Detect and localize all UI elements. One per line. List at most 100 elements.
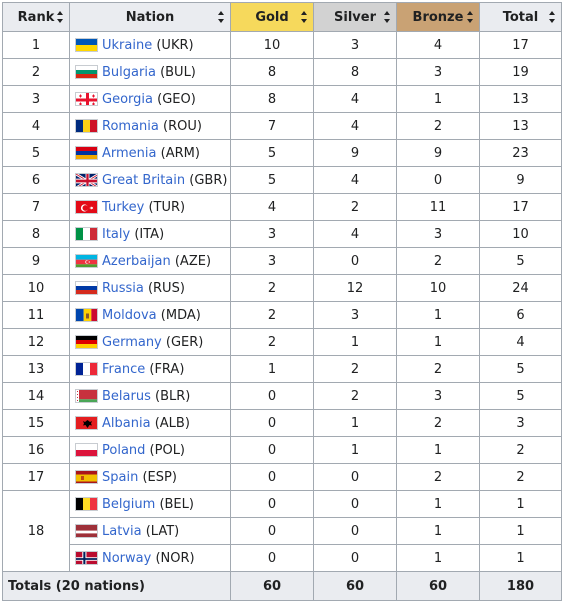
sort-icon[interactable] (549, 11, 556, 23)
bronze-cell: 3 (396, 58, 480, 86)
table-row: 7 Turkey (TUR) 4 2 11 17 (2, 193, 562, 221)
gold-cell: 5 (230, 139, 314, 167)
bronze-cell: 1 (396, 517, 480, 545)
gold-cell: 0 (230, 490, 314, 518)
total-header[interactable]: Total (479, 2, 562, 32)
table-row: 2 Bulgaria (BUL) 8 8 3 19 (2, 58, 562, 86)
silver-header[interactable]: Silver (313, 2, 397, 32)
sort-icon[interactable] (57, 11, 64, 23)
rank-cell: 5 (2, 139, 70, 167)
gold-cell: 10 (230, 31, 314, 59)
nation-link[interactable]: Turkey (102, 199, 145, 215)
nation-code: (ARM) (160, 145, 200, 161)
bronze-cell: 1 (396, 490, 480, 518)
gold-cell: 2 (230, 328, 314, 356)
table-row: 8 Italy (ITA) 3 4 3 10 (2, 220, 562, 248)
nation-link[interactable]: Norway (102, 550, 152, 566)
totals-silver: 60 (313, 571, 397, 601)
rank-cell: 13 (2, 355, 70, 383)
nation-code: (ALB) (154, 415, 190, 431)
nation-header[interactable]: Nation (69, 2, 231, 32)
nation-cell: Belgium (BEL) (69, 490, 231, 518)
nation-link[interactable]: Poland (102, 442, 146, 458)
nation-link[interactable]: Germany (102, 334, 162, 350)
rank-header[interactable]: Rank (2, 2, 70, 32)
nation-link[interactable]: Italy (102, 226, 131, 242)
nation-code: (ROU) (163, 118, 202, 134)
nation-cell: Spain (ESP) (69, 463, 231, 491)
total-cell: 3 (479, 409, 562, 437)
nation-code: (MDA) (160, 307, 201, 323)
table-row: 17 Spain (ESP) 0 0 2 2 (2, 463, 562, 491)
total-cell: 13 (479, 85, 562, 113)
gold-cell: 8 (230, 85, 314, 113)
nation-link[interactable]: Albania (102, 415, 151, 431)
bronze-header[interactable]: Bronze (396, 2, 480, 32)
nation-link[interactable]: Latvia (102, 523, 142, 539)
nation-link[interactable]: Great Britain (102, 172, 186, 188)
nation-link[interactable]: Ukraine (102, 37, 153, 53)
sort-icon[interactable] (218, 11, 225, 23)
total-cell: 5 (479, 382, 562, 410)
nation-link[interactable]: Spain (102, 469, 139, 485)
nation-link[interactable]: Azerbaijan (102, 253, 171, 269)
total-cell: 1 (479, 490, 562, 518)
total-cell: 13 (479, 112, 562, 140)
rank-cell: 3 (2, 85, 70, 113)
nation-cell: Poland (POL) (69, 436, 231, 464)
total-cell: 17 (479, 31, 562, 59)
nation-cell: Belarus (BLR) (69, 382, 231, 410)
total-cell: 19 (479, 58, 562, 86)
totals-label: Totals (20 nations) (2, 571, 231, 601)
bronze-cell: 3 (396, 220, 480, 248)
silver-cell: 9 (313, 139, 397, 167)
table-row: 5 Armenia (ARM) 5 9 9 23 (2, 139, 562, 167)
bronze-cell: 1 (396, 301, 480, 329)
albania-flag-icon (75, 416, 98, 430)
bronze-cell: 1 (396, 436, 480, 464)
gold-cell: 7 (230, 112, 314, 140)
nation-cell: Romania (ROU) (69, 112, 231, 140)
sort-icon[interactable] (384, 11, 391, 23)
nation-code: (BEL) (159, 496, 194, 512)
norway-flag-icon (75, 551, 98, 565)
rank-cell: 1 (2, 31, 70, 59)
sort-icon[interactable] (467, 11, 474, 23)
silver-cell: 3 (313, 31, 397, 59)
nation-code: (LAT) (145, 523, 180, 539)
silver-cell: 0 (313, 517, 397, 545)
nation-link[interactable]: Georgia (102, 91, 153, 107)
nation-link[interactable]: Romania (102, 118, 159, 134)
nation-code: (GBR) (189, 172, 228, 188)
nation-link[interactable]: Armenia (102, 145, 157, 161)
rank-cell: 11 (2, 301, 70, 329)
total-cell: 2 (479, 463, 562, 491)
nation-link[interactable]: Belgium (102, 496, 156, 512)
nation-link[interactable]: Moldova (102, 307, 157, 323)
sort-icon[interactable] (301, 11, 308, 23)
nation-code: (NOR) (155, 550, 195, 566)
silver-cell: 3 (313, 301, 397, 329)
total-header-label: Total (502, 9, 539, 25)
silver-cell: 8 (313, 58, 397, 86)
silver-cell: 2 (313, 193, 397, 221)
nation-cell: Norway (NOR) (69, 544, 231, 572)
turkey-flag-icon (75, 200, 98, 214)
nation-link[interactable]: France (102, 361, 146, 377)
gold-cell: 3 (230, 220, 314, 248)
belarus-flag-icon (75, 389, 98, 403)
nation-cell: Germany (GER) (69, 328, 231, 356)
gold-cell: 1 (230, 355, 314, 383)
gold-header[interactable]: Gold (230, 2, 314, 32)
nation-link[interactable]: Russia (102, 280, 144, 296)
silver-cell: 1 (313, 436, 397, 464)
gold-cell: 8 (230, 58, 314, 86)
nation-link[interactable]: Bulgaria (102, 64, 156, 80)
nation-link[interactable]: Belarus (102, 388, 151, 404)
bronze-cell: 1 (396, 328, 480, 356)
rank-cell: 15 (2, 409, 70, 437)
silver-cell: 1 (313, 328, 397, 356)
table-row: 4 Romania (ROU) 7 4 2 13 (2, 112, 562, 140)
spain-flag-icon (75, 470, 98, 484)
